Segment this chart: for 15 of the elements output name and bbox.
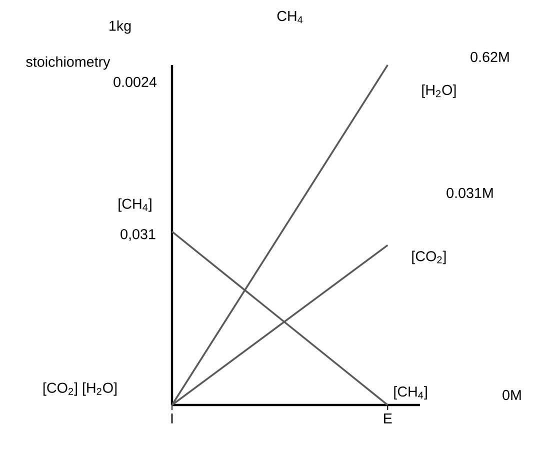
annotation: stoichiometry <box>26 56 110 70</box>
text: CH$_{4}$ <box>277 10 303 24</box>
text: 0M <box>502 390 521 400</box>
annotation: [CO$_{2}$] [H$_{2}$O] <box>43 382 117 396</box>
text: 0.62M <box>470 52 509 62</box>
x-tick-label: I <box>171 414 173 424</box>
text: 1kg <box>110 20 131 34</box>
annotation: 0.0024 <box>114 76 157 88</box>
text: [H$_{2}$O] <box>422 84 456 98</box>
annotation: 0,031 <box>120 229 156 241</box>
annotation: 0.031M <box>446 188 493 198</box>
annotation: [CH$_{4}$] <box>118 198 152 212</box>
series-label: [CO$_{2}$] <box>412 250 446 264</box>
series-label: [CH$_{4}$] <box>394 386 427 400</box>
x-tick-label: E <box>384 414 392 424</box>
